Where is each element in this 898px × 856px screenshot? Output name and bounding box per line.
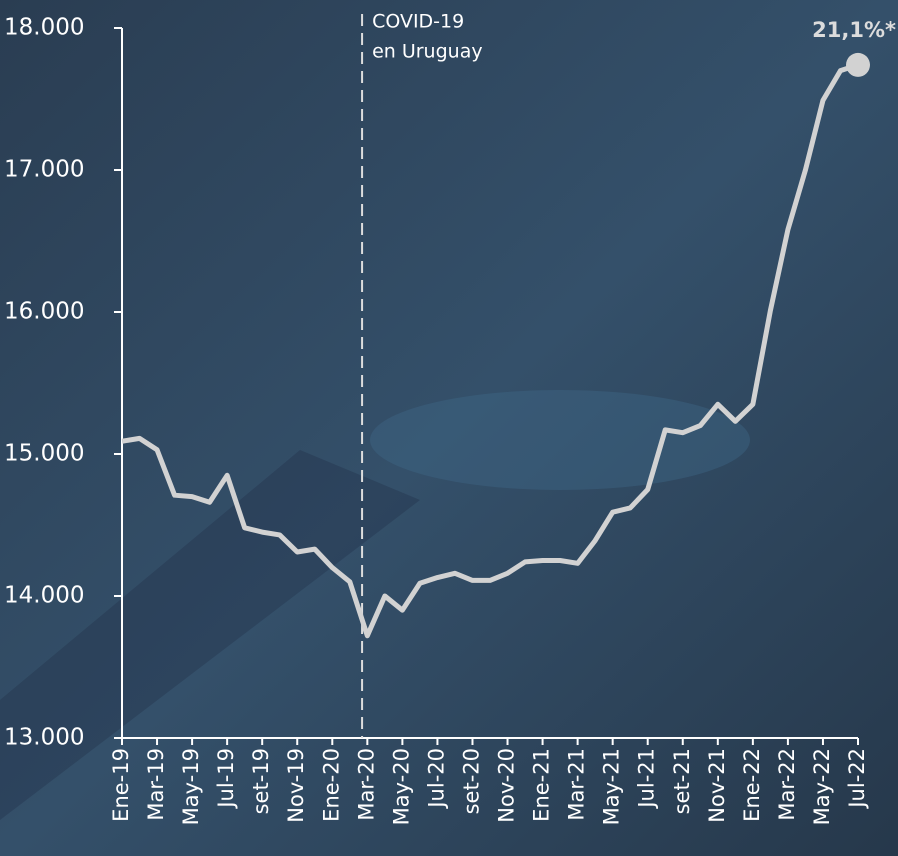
x-tick-label: May-22 [810,748,834,825]
x-tick-label: May-20 [389,748,413,825]
x-tick-label: Jul-22 [845,748,869,810]
x-tick-label: Ene-20 [319,748,343,822]
y-tick-label: 15.000 [4,441,84,467]
y-tick-label: 17.000 [4,157,84,183]
x-tick-label: Mar-20 [354,748,378,821]
y-tick-label: 16.000 [4,299,84,325]
x-tick-label: set-19 [249,748,273,814]
x-tick-label: Nov-20 [495,748,519,823]
x-tick-label: Nov-19 [284,748,308,823]
covid-annotation: COVID-19 [372,11,464,33]
x-tick-label: Mar-19 [144,748,168,821]
x-tick-label: Ene-21 [530,748,554,822]
covid-annotation: en Uruguay [372,41,483,63]
x-tick-label: Nov-21 [705,748,729,823]
page: 13.000 14.000 15.000 16.000 17.000 18.000 Ene-… [0,0,898,856]
x-tick-label: May-19 [179,748,203,825]
y-tick-label: 13.000 [4,725,84,751]
y-tick-label: 14.000 [4,583,84,609]
chart: 13.000 14.000 15.000 16.000 17.000 18.000 Ene-… [0,0,898,856]
x-tick-label: Jul-19 [214,748,238,810]
x-tick-label: Ene-19 [109,748,133,822]
end-label: 21,1%* [812,18,896,42]
x-tick-label: Jul-21 [635,748,659,810]
x-tick-label: Mar-21 [565,748,589,821]
x-tick-label: Mar-22 [775,748,799,821]
x-tick-label: Ene-22 [740,748,764,822]
background-shape [370,390,750,490]
y-tick-label: 18.000 [4,15,84,41]
x-tick-label: Jul-20 [424,748,448,810]
x-tick-label: May-21 [600,748,624,825]
x-tick-label: set-20 [459,748,483,814]
x-tick-label: set-21 [670,748,694,814]
end-point [846,53,870,77]
